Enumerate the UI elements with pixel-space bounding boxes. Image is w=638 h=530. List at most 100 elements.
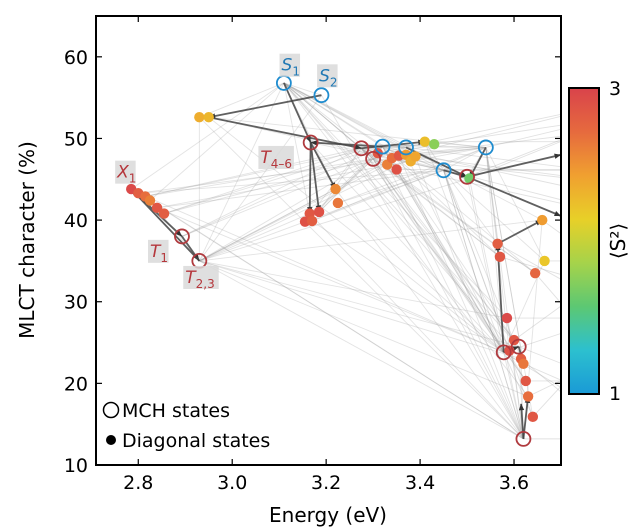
transition-line [311,169,444,222]
transition-line [199,260,508,319]
diagonal-state-point [203,112,214,123]
transition-line [466,139,561,178]
transition-line [156,207,504,353]
transition-line [443,170,524,364]
transition-line [485,147,505,353]
transition-line [503,352,534,418]
transition-line [520,358,561,393]
transition-arrow [518,403,525,439]
diagonal-state-point [428,138,440,150]
diagonal-state-point [151,202,163,214]
transition-line [503,351,561,388]
transition-line [361,147,536,274]
diagonal-state-point [537,214,548,226]
transition-line [382,146,505,353]
diagonal-state-point [391,164,402,175]
transition-line [468,178,524,439]
transition-line [443,170,524,440]
triplet-state-marker [353,140,370,157]
transition-line [145,146,383,197]
transition-line [199,116,524,440]
transition-line [415,155,561,177]
transition-line [523,363,561,381]
y-tick-label: 30 [64,292,88,314]
y-axis-title: MLCT character (%) [15,141,39,339]
diagonal-state-point [313,206,325,218]
transition-arrow [466,153,561,178]
transition-line [398,135,561,157]
x-tick-label: 2.8 [123,472,153,494]
transition-line [534,272,561,304]
x-tick-label: 3.2 [311,472,341,494]
state-label: S2 [317,64,338,89]
colorbar-max-label: 3 [609,78,621,100]
state-labels: S1 S2 X1 T4–6 T1 T2,3 [115,53,338,291]
transition-line [138,146,486,194]
legend-filled-circle-icon [106,435,116,445]
transition-line [283,82,520,347]
transition-line [424,141,444,171]
diagonal-state-point [410,151,421,162]
x-tick-label: 3.6 [499,472,529,494]
transition-line [138,192,504,353]
transition-line [398,155,524,440]
transition-line [443,170,498,245]
transition-line [361,147,374,160]
transition-line [138,169,444,194]
transition-line [181,147,362,237]
transition-line [163,146,383,214]
y-tick-label: 60 [64,47,88,69]
singlet-state-marker [374,138,391,155]
transition-line [443,170,534,417]
transition-line [382,146,527,382]
transition-line [443,170,524,440]
transition-line [485,147,534,417]
transition-line [156,146,486,209]
transition-line [372,158,524,440]
transition-line [405,115,561,156]
legend: MCH states Diagonal states [102,400,270,452]
triplet-state-marker [365,150,382,167]
transition-line [485,147,499,244]
transition-line [318,148,362,213]
diagonal-state-point [194,112,205,123]
transition-line [181,158,374,237]
triplet-state-marker [510,338,527,355]
diagonal-state-point [518,358,529,369]
triplet-state-marker [495,344,512,361]
transition-line [283,82,311,214]
diagonal-state-point [508,334,520,346]
singlet-state-marker [477,139,494,156]
y-tick-label: 10 [64,455,88,477]
transition-line [337,169,444,204]
x-tick-label: 3.0 [217,472,247,494]
colorbar-gradient [568,87,600,395]
transition-line [199,260,522,360]
transition-line [361,147,527,382]
state-label: S1 [279,53,301,79]
diagonal-state-point [539,255,550,267]
colorbar-min-label: 1 [609,383,621,405]
x-axis-title: Energy (eV) [269,503,387,527]
y-axis-ticks: 10 20 30 40 50 60 [64,47,561,477]
diagonal-state-point [520,375,531,387]
transition-line [466,176,505,353]
singlet-state-marker [313,87,330,104]
transition-line [198,82,285,262]
transition-line [199,158,374,262]
transition-line [199,260,524,440]
transition-line [485,147,524,439]
state-label: X1 [115,160,136,186]
triplet-state-marker [515,430,532,447]
transition-line [199,219,543,262]
x-axis-ticks: 2.8 3.0 3.2 3.4 3.6 [123,16,529,494]
transition-line [309,213,524,440]
transition-line [443,169,545,262]
transition-line [518,346,561,364]
transition-line [497,243,561,280]
diagonal-state-point [501,312,513,324]
transition-line [163,147,362,214]
transition-line [386,164,524,440]
triplet-state-marker [459,168,475,185]
y-tick-label: 50 [64,128,88,150]
